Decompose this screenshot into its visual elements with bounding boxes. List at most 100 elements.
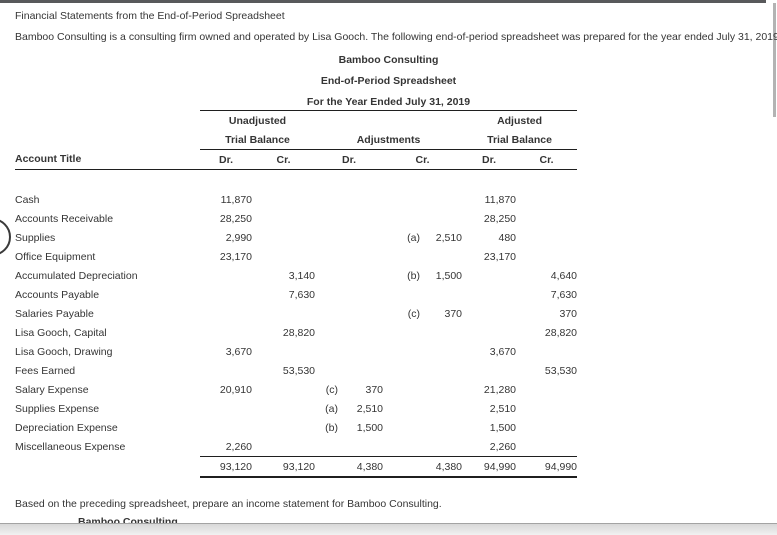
total-adjusted-dr: 94,990 — [462, 456, 517, 478]
horizontal-scrollbar-track[interactable] — [0, 523, 777, 535]
unadjusted-cr-cell: 28,820 — [282, 326, 316, 339]
unadjusted-dr-cell: 23,170 — [219, 250, 252, 263]
spreadsheet-row: Depreciation Expense (b) 1,500 1,500 — [15, 418, 577, 437]
adjustment-cr-cell — [420, 399, 462, 418]
adjustment-cr-ref-cell — [383, 437, 420, 457]
spreadsheet-row: Accounts Receivable 28,250 28,250 — [15, 209, 577, 228]
adjusted-dr-cell: 1,500 — [489, 421, 517, 434]
unadjusted-dr-cell — [200, 304, 252, 323]
adjustment-cr-ref-cell: (c) — [407, 307, 421, 320]
adjustment-dr-cell — [338, 304, 383, 323]
total-unadjusted-cr: 93,120 — [252, 456, 316, 478]
adjustment-dr-cell — [338, 342, 383, 361]
adjustment-cr-ref-cell — [383, 247, 420, 266]
adjusted-cr-cell — [516, 437, 577, 457]
adjustment-cr-cell: 1,500 — [435, 269, 463, 282]
adjusted-group-label: Adjusted — [462, 110, 578, 130]
unadjusted-cr-cell — [252, 209, 315, 228]
vertical-scrollbar-thumb[interactable] — [773, 3, 776, 117]
adjusted-dr-cell — [462, 304, 516, 323]
spreadsheet-row: Supplies 2,990 (a) 2,510 480 — [15, 228, 577, 247]
company-name: Bamboo Consulting — [338, 54, 439, 66]
adjustments-label: Adjustments — [356, 133, 421, 146]
spreadsheet-row: Salary Expense 20,910 (c) 370 21,280 — [15, 380, 577, 399]
account-title-cell: Cash — [15, 193, 40, 206]
adjustment-cr-cell — [420, 190, 462, 209]
adjustment-dr-cell: 1,500 — [356, 421, 384, 434]
account-title-cell: Lisa Gooch, Capital — [15, 326, 107, 339]
adjusted-cr-cell — [516, 380, 577, 399]
unadjusted-cr-cell — [252, 342, 315, 361]
adjusted-cr-cell — [516, 190, 577, 209]
unadjusted-cr-cell: 3,140 — [288, 269, 316, 282]
total-adjustments-cr: 4,380 — [420, 456, 463, 478]
adjustment-dr-ref-cell — [315, 342, 338, 361]
adjustment-cr-cell — [420, 380, 462, 399]
adjustment-dr-cell — [338, 361, 383, 380]
adjustment-dr-cell — [338, 266, 383, 285]
unadjusted-cr-cell — [252, 380, 315, 399]
spreadsheet-body: Cash 11,870 11,870 Accounts Receivable 2… — [15, 190, 577, 457]
edge-circle-marker[interactable] — [0, 218, 11, 256]
adjustment-dr-ref-cell — [315, 190, 338, 209]
unadjusted-dr-header: Dr. — [200, 149, 252, 170]
total-adjusted-cr: 94,990 — [516, 456, 578, 478]
unadjusted-dr-cell: 20,910 — [219, 383, 252, 396]
spreadsheet-row: Accumulated Depreciation 3,140 (b) 1,500… — [15, 266, 577, 285]
account-title-cell: Accumulated Depreciation — [15, 269, 138, 282]
adjusted-dr-cell: 480 — [498, 231, 517, 244]
unadjusted-dr-cell — [200, 266, 252, 285]
unadjusted-group-label: Unadjusted — [200, 110, 316, 130]
adjusted-cr-cell: 4,640 — [550, 269, 578, 282]
unadjusted-cr-cell — [252, 437, 315, 457]
adjustment-dr-cell: 2,510 — [356, 402, 384, 415]
account-title-cell: Office Equipment — [15, 250, 96, 263]
spreadsheet-row: Lisa Gooch, Capital 28,820 28,820 — [15, 323, 577, 342]
adjustment-dr-ref-cell — [315, 323, 338, 342]
adjusted-dr-cell: 2,510 — [489, 402, 517, 415]
spreadsheet-row: Accounts Payable 7,630 7,630 — [15, 285, 577, 304]
unadjusted-cr-cell: 53,530 — [282, 364, 316, 377]
spreadsheet-row: Supplies Expense (a) 2,510 2,510 — [15, 399, 577, 418]
adjusted-dr-cell — [462, 266, 516, 285]
unadjusted-dr-cell — [200, 399, 252, 418]
adjusted-cr-cell — [516, 209, 577, 228]
adjusted-cr-cell: 370 — [559, 307, 578, 320]
account-title-cell: Salary Expense — [15, 383, 89, 396]
column-heading-row: Account Title Dr. Cr. Dr. Cr. Dr. Cr. — [15, 149, 578, 170]
adjusted-dr-header: Dr. — [462, 149, 517, 170]
adjustment-cr-ref-cell — [383, 418, 420, 437]
adjustment-dr-cell — [338, 228, 383, 247]
adjustment-cr-ref-cell — [383, 342, 420, 361]
adjustment-cr-cell: 2,510 — [435, 231, 463, 244]
adjusted-trial-balance-label: Trial Balance — [487, 133, 552, 146]
spreadsheet-row: Office Equipment 23,170 23,170 — [15, 247, 577, 266]
spreadsheet-title-block: Bamboo Consulting End-of-Period Spreadsh… — [200, 50, 577, 113]
account-title-cell: Accounts Receivable — [15, 212, 114, 225]
unadjusted-cr-cell — [252, 247, 315, 266]
adjustment-dr-ref-cell: (b) — [325, 421, 339, 434]
adjustment-dr-ref-cell — [315, 285, 338, 304]
adjusted-cr-cell — [516, 247, 577, 266]
adjustment-cr-cell — [420, 361, 462, 380]
adjustment-dr-ref-cell — [315, 361, 338, 380]
account-title-cell: Fees Earned — [15, 364, 76, 377]
unadjusted-dr-cell — [200, 418, 252, 437]
unadjusted-cr-header: Cr. — [252, 149, 316, 170]
unadjusted-dr-cell: 2,260 — [225, 440, 252, 453]
adjusted-cr-cell — [516, 418, 577, 437]
adjusted-cr-cell — [516, 342, 577, 361]
adjusted-dr-cell: 23,170 — [483, 250, 517, 263]
adjustment-cr-cell — [420, 285, 462, 304]
adjustments-dr-header: Dr. — [315, 149, 384, 170]
account-title-cell: Miscellaneous Expense — [15, 440, 126, 453]
adjustment-dr-ref-cell: (c) — [325, 383, 339, 396]
adjusted-dr-cell: 28,250 — [483, 212, 517, 225]
spreadsheet-row: Miscellaneous Expense 2,260 2,260 — [15, 437, 577, 457]
account-title-cell: Supplies Expense — [15, 402, 100, 415]
unadjusted-dr-cell: 2,990 — [225, 231, 252, 244]
unadjusted-dr-cell: 3,670 — [225, 345, 252, 358]
adjustment-cr-ref-cell: (b) — [407, 269, 421, 282]
unadjusted-cr-cell — [252, 399, 315, 418]
spacer-row — [15, 170, 577, 191]
